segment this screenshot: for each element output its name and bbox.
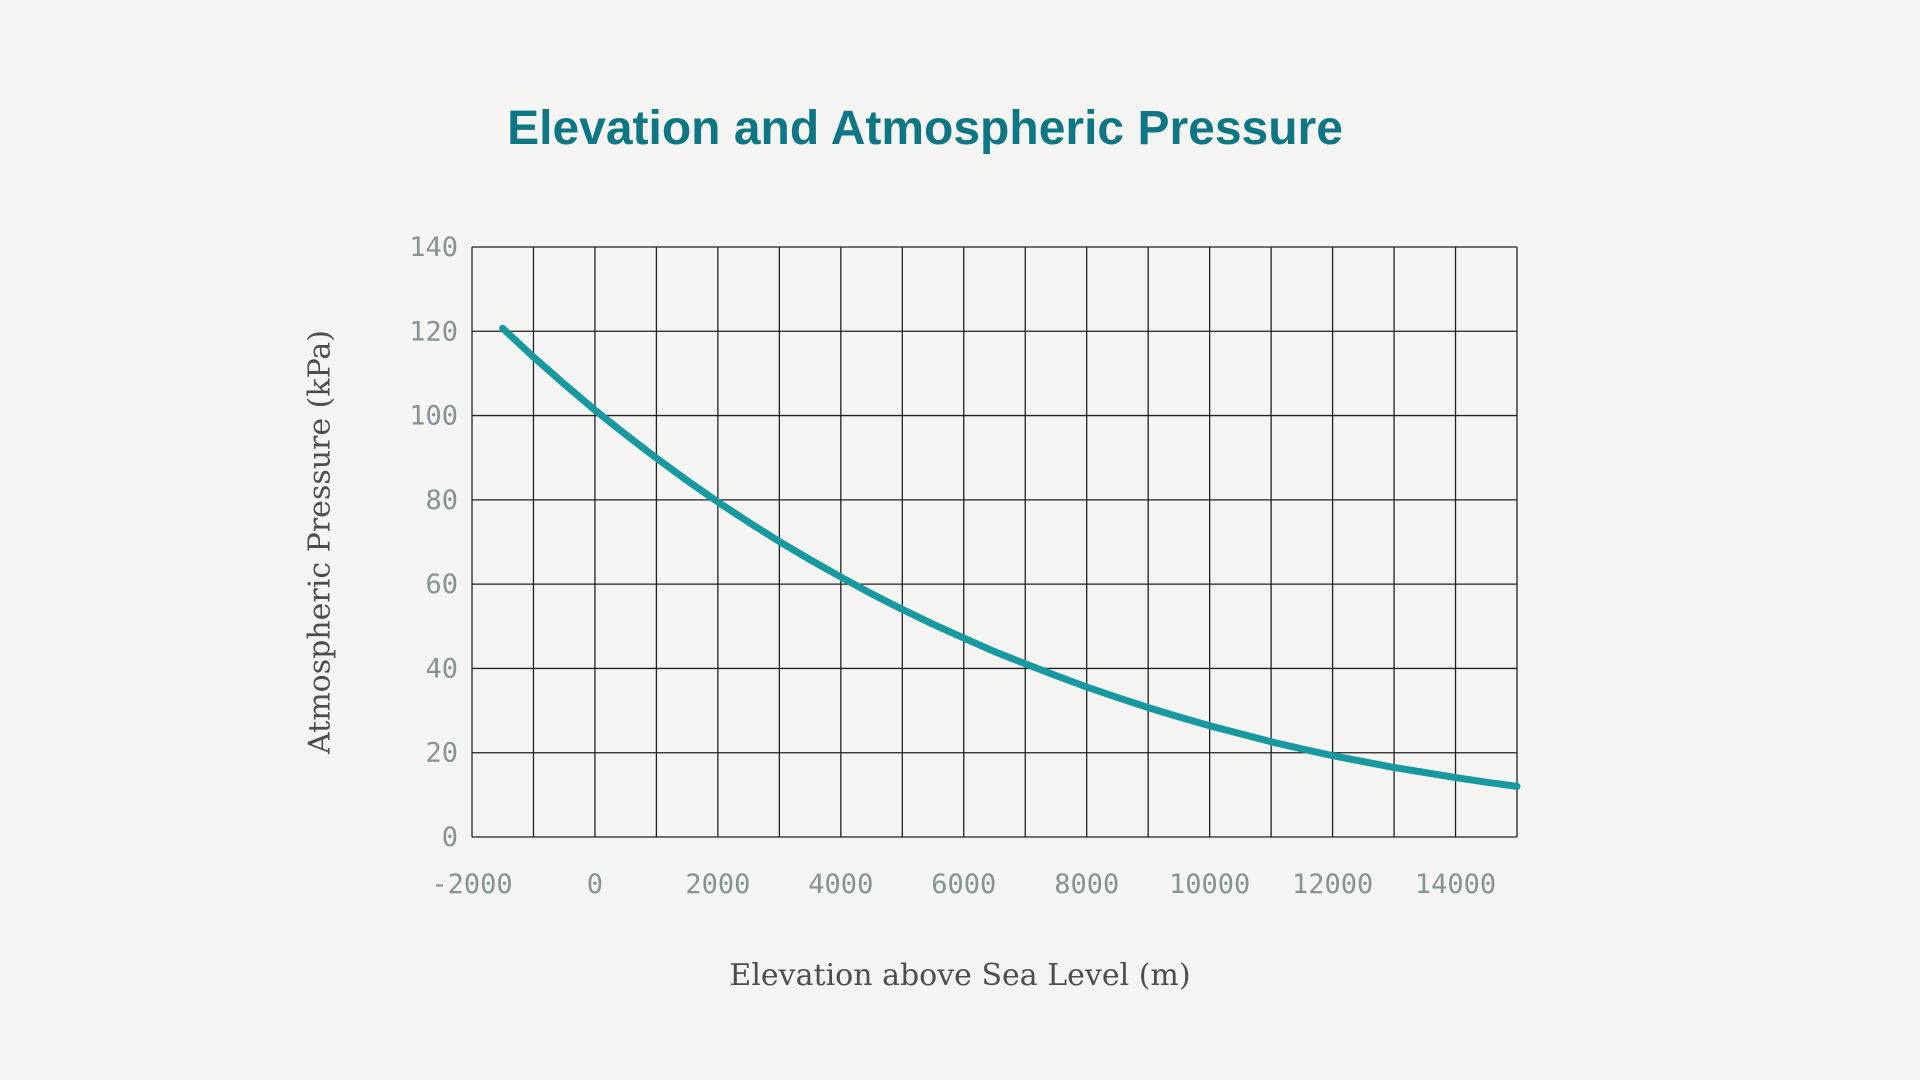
- x-tick-labels: -2000 0 2000 4000 6000 8000 10000 12000 14000: [431, 869, 1496, 900]
- chart-title: Elevation and Atmospheric Pressure: [507, 102, 1343, 155]
- x-tick-label: 4000: [808, 869, 873, 900]
- y-axis-title: Atmospheric Pressure (kPa): [302, 330, 338, 754]
- x-tick-label: 12000: [1292, 869, 1373, 900]
- pressure-curve: [499, 324, 1521, 790]
- y-tick-label: 20: [425, 738, 458, 769]
- y-tick-label: 80: [425, 485, 458, 516]
- y-tick-label: 40: [425, 653, 458, 684]
- x-tick-label: -2000: [431, 869, 512, 900]
- y-tick-label: 140: [409, 232, 458, 263]
- x-tick-label: 14000: [1415, 869, 1496, 900]
- y-tick-label: 100: [409, 401, 458, 432]
- x-tick-label: 2000: [685, 869, 750, 900]
- gridlines: [471, 246, 1518, 838]
- y-tick-label: 120: [409, 316, 458, 347]
- x-tick-label: 8000: [1054, 869, 1119, 900]
- y-tick-label: 60: [425, 569, 458, 600]
- y-tick-labels: 0 20 40 60 80 100 120 140: [409, 232, 458, 853]
- y-tick-label: 0: [442, 822, 458, 853]
- x-tick-label: 10000: [1169, 869, 1250, 900]
- x-tick-label: 6000: [931, 869, 996, 900]
- x-axis-title: Elevation above Sea Level (m): [729, 958, 1191, 993]
- x-tick-label: 0: [587, 869, 603, 900]
